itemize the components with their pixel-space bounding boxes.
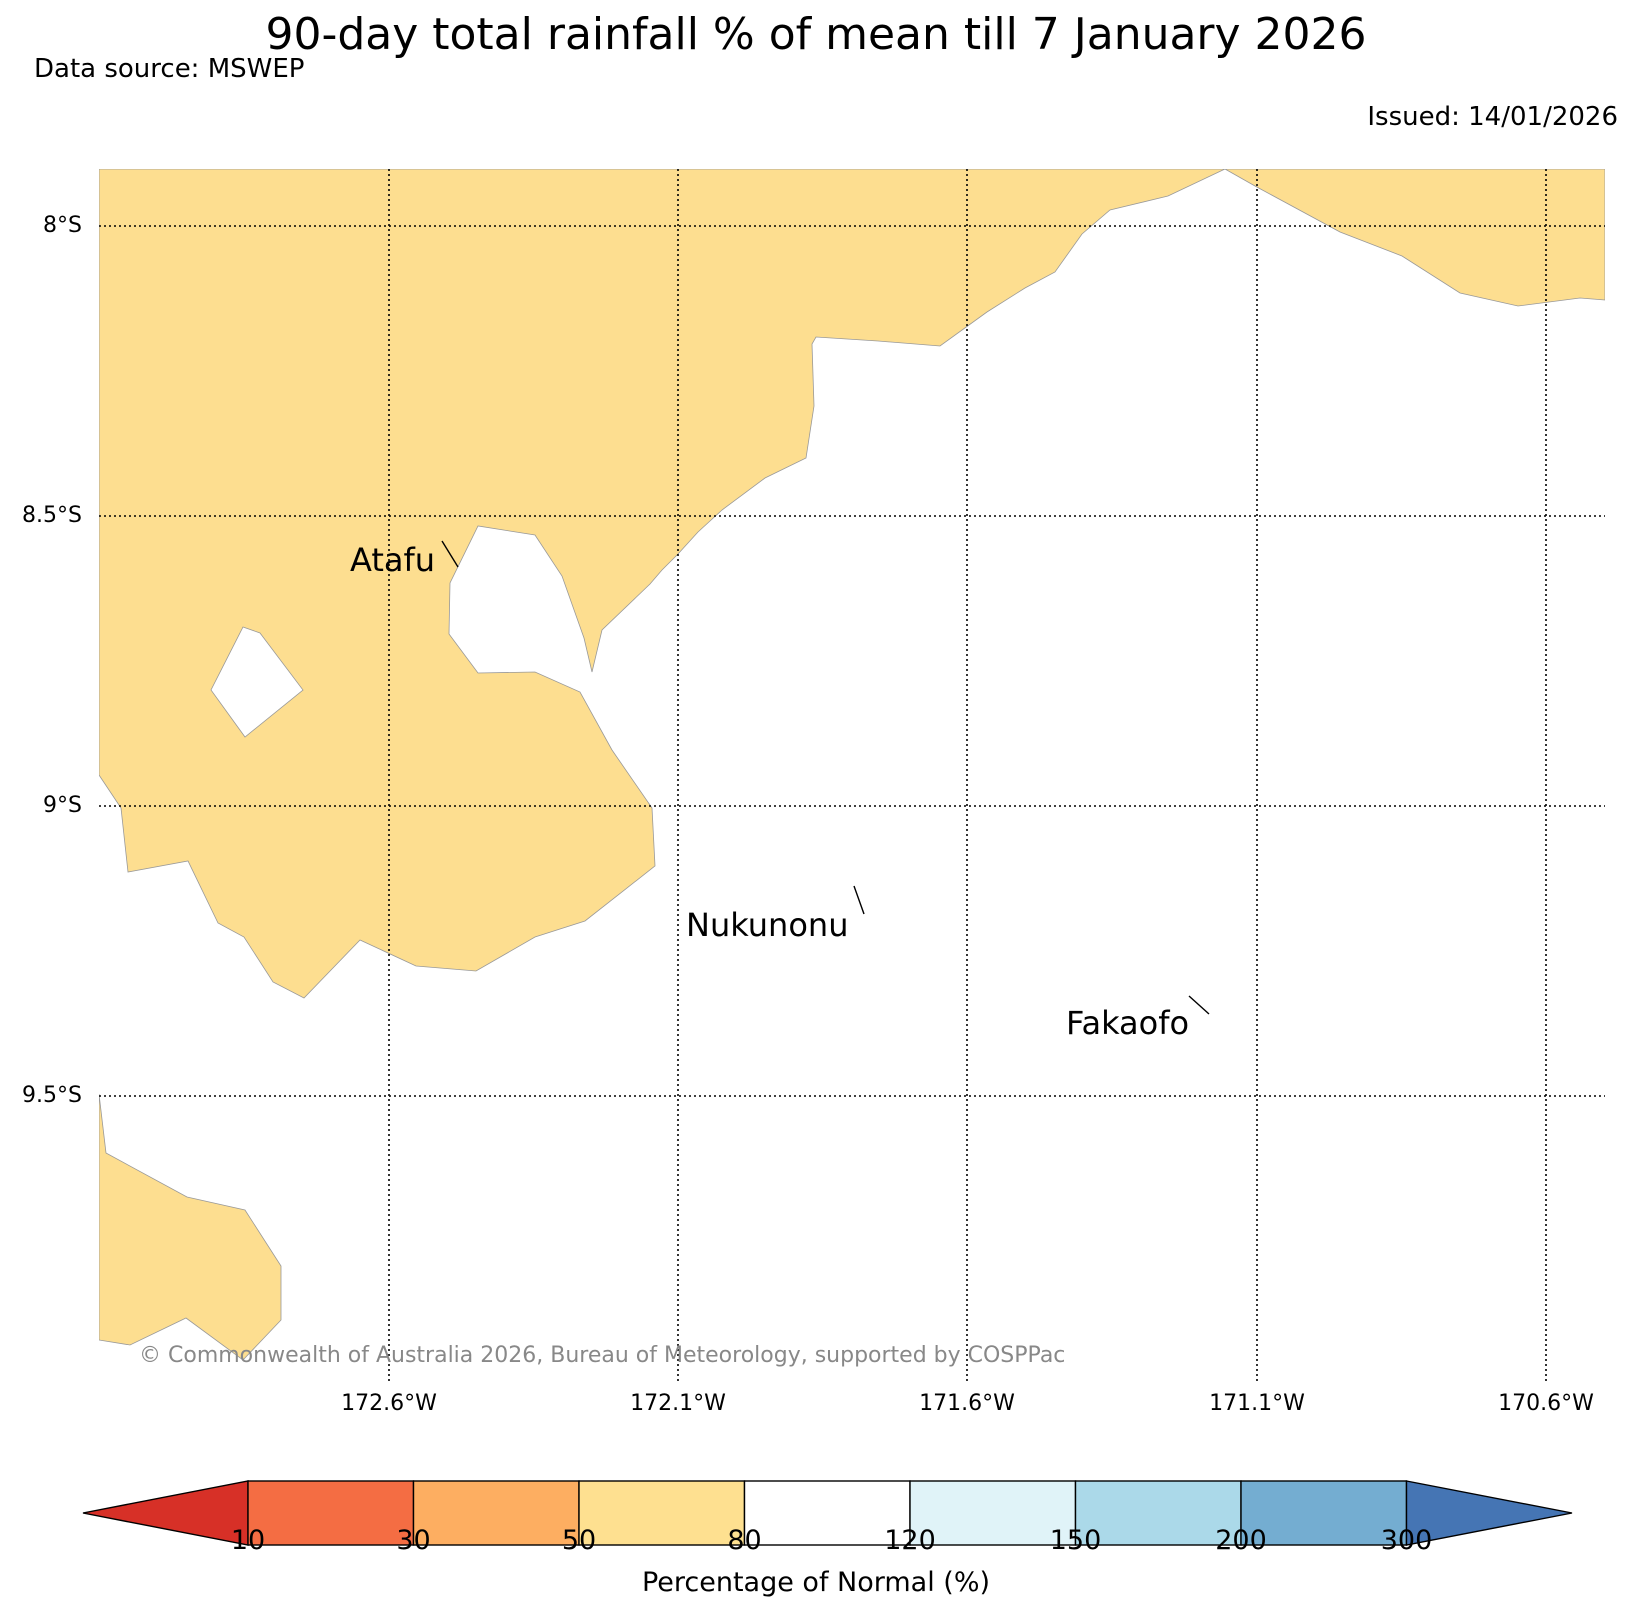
colorbar-bin-30-50: [412, 1480, 580, 1546]
colorbar-tick-300: 300: [1380, 1525, 1433, 1556]
lon-label-170-6w: 170.6°W: [1498, 1391, 1594, 1416]
place-markers: [441, 540, 1210, 1015]
lat-label-9s: 9°S: [43, 793, 82, 818]
colorbar-tick-80: 80: [727, 1525, 762, 1556]
rainfall-region-north: [99, 169, 1605, 999]
data-source-label: Data source: MSWEP: [34, 54, 305, 84]
fakaofo-marker: [1188, 995, 1210, 1015]
copyright-notice: © Commonwealth of Australia 2026, Bureau…: [139, 1343, 1066, 1368]
lon-label-172-6w: 172.6°W: [341, 1391, 437, 1416]
colorbar-bin-10-30: [247, 1480, 415, 1546]
colorbar-tick-150: 150: [1049, 1525, 1102, 1556]
colorbar-bin-200-300: [1240, 1480, 1408, 1546]
colorbar-tick-30: 30: [396, 1525, 431, 1556]
rainfall-shading: [99, 169, 1605, 1361]
colorbar-extend-high: [1405, 1480, 1573, 1546]
colorbar-bin-80-120: [743, 1480, 911, 1546]
colorbar-tick-50: 50: [561, 1525, 597, 1556]
graticule: [99, 169, 1605, 1384]
colorbar-bin-50-80: [578, 1480, 746, 1546]
rainfall-region-southwest: [99, 1093, 282, 1361]
place-label-nukunonu: Nukunonu: [686, 906, 849, 944]
colorbar-title: Percentage of Normal (%): [641, 1567, 991, 1598]
colorbar-tick-200: 200: [1215, 1525, 1267, 1556]
lat-label-9-5s: 9.5°S: [22, 1083, 82, 1108]
issued-date-label: Issued: 14/01/2026: [1367, 102, 1618, 132]
lat-label-8-5s: 8.5°S: [22, 503, 82, 528]
colorbar-bin-150-200: [1074, 1480, 1242, 1546]
atafu-marker: [441, 540, 459, 568]
colorbar-tick-120: 120: [884, 1525, 936, 1556]
colorbar-tick-10: 10: [230, 1525, 266, 1556]
colorbar-bin-120-150: [909, 1480, 1077, 1546]
nukunonu-marker: [853, 885, 865, 915]
map-title: 90-day total rainfall % of mean till 7 J…: [265, 9, 1367, 60]
lon-label-171-1w: 171.1°W: [1209, 1391, 1305, 1416]
lon-label-171-6w: 171.6°W: [919, 1391, 1015, 1416]
white-hole-atafu-west: [210, 626, 304, 738]
lat-label-8s: 8°S: [43, 213, 82, 238]
place-label-atafu: Atafu: [350, 541, 436, 579]
lon-label-172-1w: 172.1°W: [630, 1391, 726, 1416]
place-label-fakaofo: Fakaofo: [1066, 1004, 1190, 1042]
